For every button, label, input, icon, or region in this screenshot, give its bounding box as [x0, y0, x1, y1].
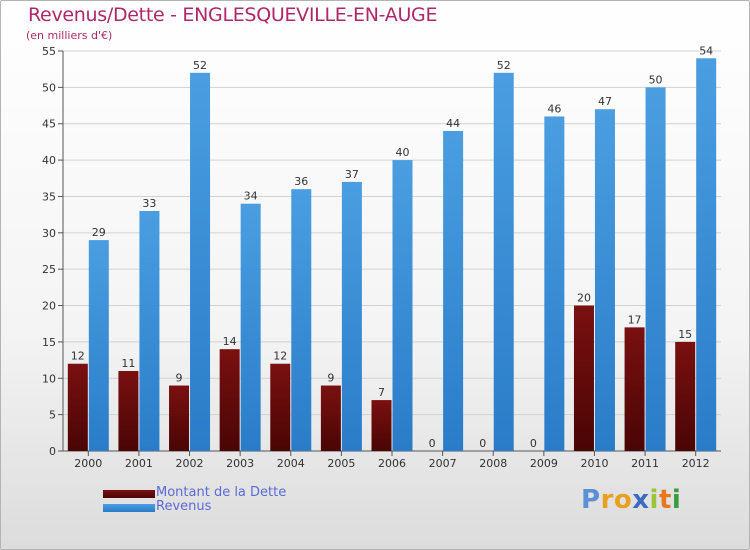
bar-revenue-2008 — [493, 72, 514, 452]
logo-letter: r — [600, 485, 614, 515]
x-tick-label: 2004 — [277, 457, 305, 470]
x-tick-label: 2003 — [226, 457, 254, 470]
bar-revenue-2004 — [291, 189, 312, 451]
y-tick-label: 30 — [42, 227, 56, 240]
bar-debt-2012 — [675, 341, 696, 451]
bar-revenue-2006 — [392, 160, 413, 451]
legend-label-revenue: Revenus — [156, 499, 212, 514]
bar-revenue-2005 — [341, 181, 362, 451]
x-tick-label: 2005 — [327, 457, 355, 470]
logo-letter: i — [649, 485, 659, 515]
data-label-debt-2011: 17 — [628, 313, 642, 326]
y-tick-label: 5 — [49, 409, 56, 422]
data-label-revenue-2012: 54 — [699, 44, 713, 57]
data-label-revenue-2002: 52 — [193, 59, 207, 72]
legend-swatch-revenue — [103, 504, 155, 512]
data-label-revenue-2003: 34 — [244, 190, 258, 203]
bar-revenue-2009 — [544, 116, 565, 452]
bar-debt-2002 — [169, 385, 190, 451]
data-label-revenue-2008: 52 — [497, 59, 511, 72]
x-tick-label: 2012 — [682, 457, 710, 470]
bar-debt-2005 — [320, 385, 341, 451]
data-label-debt-2006: 7 — [378, 386, 385, 399]
data-label-revenue-2006: 40 — [396, 146, 410, 159]
x-tick-label: 2008 — [479, 457, 507, 470]
data-label-debt-2007: 0 — [429, 437, 436, 450]
data-label-revenue-2001: 33 — [142, 197, 156, 210]
labels-layer: 2000122920011133200295220031434200412362… — [71, 44, 713, 470]
data-label-debt-2012: 15 — [678, 328, 692, 341]
bar-debt-2010 — [573, 305, 594, 451]
proxiti-logo: Proxiti — [581, 485, 681, 515]
y-tick-label: 55 — [42, 45, 56, 58]
bar-revenue-2007 — [443, 131, 464, 451]
bar-revenue-2010 — [594, 109, 615, 451]
bar-revenue-2003 — [240, 203, 261, 451]
bar-revenue-2000 — [88, 240, 109, 451]
data-label-revenue-2004: 36 — [294, 175, 308, 188]
logo-letter: o — [613, 485, 633, 515]
x-tick-label: 2001 — [125, 457, 153, 470]
data-label-debt-2005: 9 — [327, 372, 334, 385]
bars-layer — [67, 58, 717, 452]
logo-letter: P — [581, 485, 601, 515]
bar-debt-2001 — [118, 371, 139, 451]
y-tick-label: 35 — [42, 190, 56, 203]
bar-debt-2003 — [219, 349, 240, 451]
bar-debt-2011 — [624, 327, 645, 451]
chart-title: Revenus/Dette - ENGLESQUEVILLE-EN-AUGE — [28, 4, 438, 26]
y-tick-label: 20 — [42, 300, 56, 313]
chart-subtitle: (en milliers d'€) — [26, 29, 113, 42]
logo-letter: t — [658, 485, 672, 515]
x-tick-label: 2002 — [176, 457, 204, 470]
x-tick-label: 2006 — [378, 457, 406, 470]
y-tick-label: 45 — [42, 118, 56, 131]
bar-revenue-2002 — [190, 72, 211, 452]
data-label-debt-2001: 11 — [121, 357, 135, 370]
data-label-debt-2000: 12 — [71, 350, 85, 363]
y-tick-label: 50 — [42, 81, 56, 94]
data-label-debt-2002: 9 — [176, 372, 183, 385]
bar-revenue-2012 — [696, 58, 717, 451]
bar-debt-2006 — [371, 400, 392, 451]
data-label-revenue-2010: 47 — [598, 95, 612, 108]
logo-letter: x — [632, 485, 650, 515]
bar-revenue-2011 — [645, 87, 666, 451]
y-tick-label: 0 — [49, 445, 56, 458]
y-tick-label: 40 — [42, 154, 56, 167]
data-label-debt-2004: 12 — [273, 350, 287, 363]
data-label-revenue-2009: 46 — [547, 102, 561, 115]
bar-debt-2004 — [270, 363, 291, 451]
logo-letter: i — [671, 485, 682, 515]
x-tick-label: 2009 — [530, 457, 558, 470]
data-label-debt-2003: 14 — [223, 335, 237, 348]
y-tick-label: 15 — [42, 336, 56, 349]
data-label-debt-2009: 0 — [530, 437, 537, 450]
x-tick-label: 2007 — [429, 457, 457, 470]
data-label-revenue-2000: 29 — [92, 226, 106, 239]
bar-debt-2000 — [67, 363, 88, 451]
bar-revenue-2001 — [139, 211, 160, 451]
y-tick-label: 25 — [42, 263, 56, 276]
data-label-debt-2010: 20 — [577, 292, 591, 305]
data-label-revenue-2005: 37 — [345, 168, 359, 181]
x-tick-label: 2000 — [74, 457, 102, 470]
data-label-debt-2008: 0 — [479, 437, 486, 450]
y-tick-label: 10 — [42, 372, 56, 385]
data-label-revenue-2007: 44 — [446, 117, 460, 130]
legend-label-debt: Montant de la Dette — [156, 485, 287, 500]
data-label-revenue-2011: 50 — [649, 73, 663, 86]
x-tick-label: 2010 — [580, 457, 608, 470]
x-tick-label: 2011 — [631, 457, 659, 470]
legend-swatch-debt — [103, 490, 155, 498]
